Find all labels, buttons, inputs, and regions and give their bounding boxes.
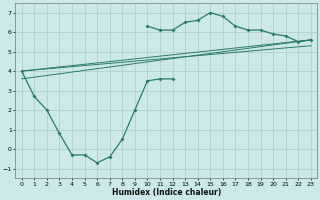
X-axis label: Humidex (Indice chaleur): Humidex (Indice chaleur) — [112, 188, 221, 197]
